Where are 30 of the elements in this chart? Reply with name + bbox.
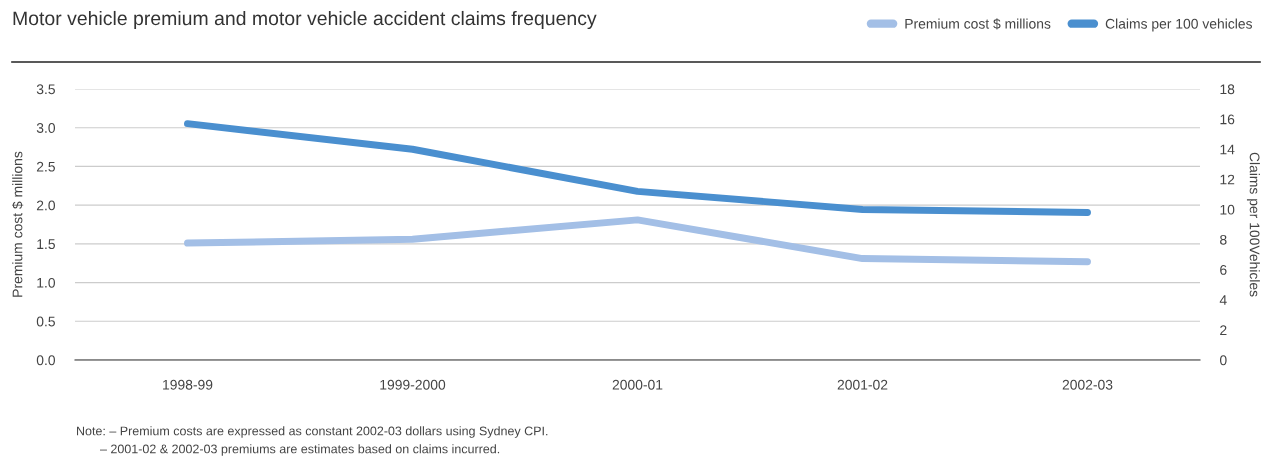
y2-tick-label: 14 [1220,144,1235,155]
y-tick-label: 1.0 [37,277,56,288]
y2-tick-label: 16 [1220,114,1235,125]
y2-tick-label: 8 [1220,234,1227,245]
x-tick-label: 2001-02 [837,379,888,390]
y-tick-label: 1.5 [37,239,55,250]
y2-tick-label: 6 [1220,265,1227,275]
legend-label: Claims per 100 vehicles [1105,18,1253,32]
y-tick-label: 2.5 [36,161,55,172]
y-tick-label: 3.5 [36,84,55,95]
y2-axis-title: Claims per 100Vehicles [1246,152,1260,297]
legend-label: Premium cost $ millions [905,18,1051,30]
y-tick-label: 2.0 [36,200,56,211]
y-tick-label: 0.5 [36,316,55,327]
y2-tick-label: 10 [1220,204,1235,215]
text: – 2001-02 & 2002-03 premiums are estimates based on claims incurred. [100,444,500,456]
text: Note: – Premium costs are expressed as constant 2002-03 dollars using Sydney CPI. [77,426,548,438]
y2-tick-label: 18 [1220,84,1235,95]
x-tick-label: 2002-03 [1062,379,1113,390]
x-tick-label: 1999-2000 [380,379,446,390]
y-tick-label: 3.0 [36,123,56,133]
y2-tick-label: 12 [1220,174,1235,185]
chart-title: Motor vehicle premium and motor vehicle accident claims frequency [13,10,597,30]
x-tick-label: 1998-99 [163,379,213,390]
y2-tick-label: 4 [1219,295,1227,305]
y2-tick-label: 0 [1219,355,1227,366]
x-tick-label: 2000-01 [612,379,663,390]
y-tick-label: 0.0 [36,355,56,366]
y-axis-title: Premium cost $ millions [11,151,24,297]
y2-tick-label: 2 [1220,325,1227,335]
